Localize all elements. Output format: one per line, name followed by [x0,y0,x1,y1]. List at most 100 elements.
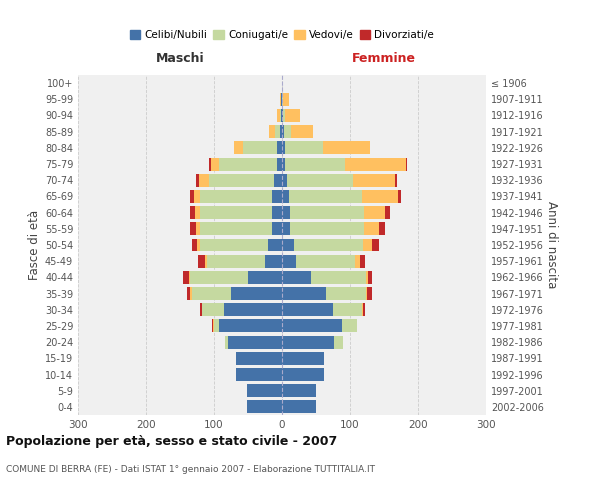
Bar [326,287,365,300]
Bar [290,206,364,219]
Bar [368,271,372,284]
Bar [282,158,286,170]
Bar [277,109,280,122]
Bar [247,400,282,413]
Bar [395,174,397,186]
Bar [275,125,280,138]
Bar [202,304,224,316]
Bar [199,254,205,268]
Bar [282,190,289,203]
Bar [282,287,326,300]
Bar [365,287,367,300]
Bar [209,158,211,170]
Bar [227,336,282,348]
Bar [362,304,363,316]
Bar [286,109,301,122]
Bar [282,125,284,138]
Bar [311,271,367,284]
Bar [287,174,353,186]
Bar [268,238,282,252]
Bar [333,304,362,316]
Bar [190,271,248,284]
Bar [282,206,290,219]
Bar [187,287,190,300]
Bar [282,238,293,252]
Bar [214,320,220,332]
Bar [398,190,401,203]
Bar [342,320,358,332]
Bar [385,206,390,219]
Text: Femmine: Femmine [352,52,416,65]
Bar [194,190,200,203]
Bar [265,254,282,268]
Bar [353,174,395,186]
Bar [282,271,311,284]
Bar [200,238,268,252]
Bar [190,287,191,300]
Bar [362,190,398,203]
Bar [199,174,209,186]
Bar [184,271,189,284]
Bar [195,206,200,219]
Bar [211,158,219,170]
Bar [191,287,231,300]
Bar [190,190,194,203]
Bar [323,142,370,154]
Bar [196,174,199,186]
Bar [272,222,282,235]
Bar [280,93,281,106]
Bar [224,304,282,316]
Bar [367,287,372,300]
Legend: Celibi/Nubili, Coniugati/e, Vedovi/e, Divorziati/e: Celibi/Nubili, Coniugati/e, Vedovi/e, Di… [125,26,439,44]
Bar [274,174,282,186]
Bar [235,142,242,154]
Bar [231,287,282,300]
Text: Popolazione per età, sesso e stato civile - 2007: Popolazione per età, sesso e stato civil… [6,435,337,448]
Bar [286,158,344,170]
Bar [289,190,362,203]
Bar [242,142,277,154]
Bar [219,158,277,170]
Bar [280,109,281,122]
Bar [282,384,316,397]
Bar [200,206,272,219]
Bar [248,271,282,284]
Bar [284,125,291,138]
Bar [290,222,364,235]
Bar [281,93,282,106]
Y-axis label: Fasce di età: Fasce di età [28,210,41,280]
Bar [282,400,316,413]
Bar [277,158,282,170]
Bar [282,222,290,235]
Text: COMUNE DI BERRA (FE) - Dati ISTAT 1° gennaio 2007 - Elaborazione TUTTITALIA.IT: COMUNE DI BERRA (FE) - Dati ISTAT 1° gen… [6,465,375,474]
Bar [281,109,282,122]
Bar [355,254,359,268]
Bar [364,222,379,235]
Y-axis label: Anni di nascita: Anni di nascita [545,202,557,288]
Bar [196,222,200,235]
Bar [282,352,324,365]
Bar [272,190,282,203]
Bar [190,222,196,235]
Bar [282,142,286,154]
Bar [280,125,282,138]
Bar [282,336,334,348]
Bar [363,238,373,252]
Bar [236,368,282,381]
Bar [363,304,365,316]
Bar [379,222,385,235]
Bar [373,238,379,252]
Bar [286,142,323,154]
Bar [197,238,200,252]
Bar [282,320,342,332]
Bar [205,254,207,268]
Text: Maschi: Maschi [155,52,205,65]
Bar [209,174,274,186]
Bar [282,304,333,316]
Bar [296,254,355,268]
Bar [236,352,282,365]
Bar [282,174,287,186]
Bar [282,254,296,268]
Bar [283,109,286,122]
Bar [220,320,282,332]
